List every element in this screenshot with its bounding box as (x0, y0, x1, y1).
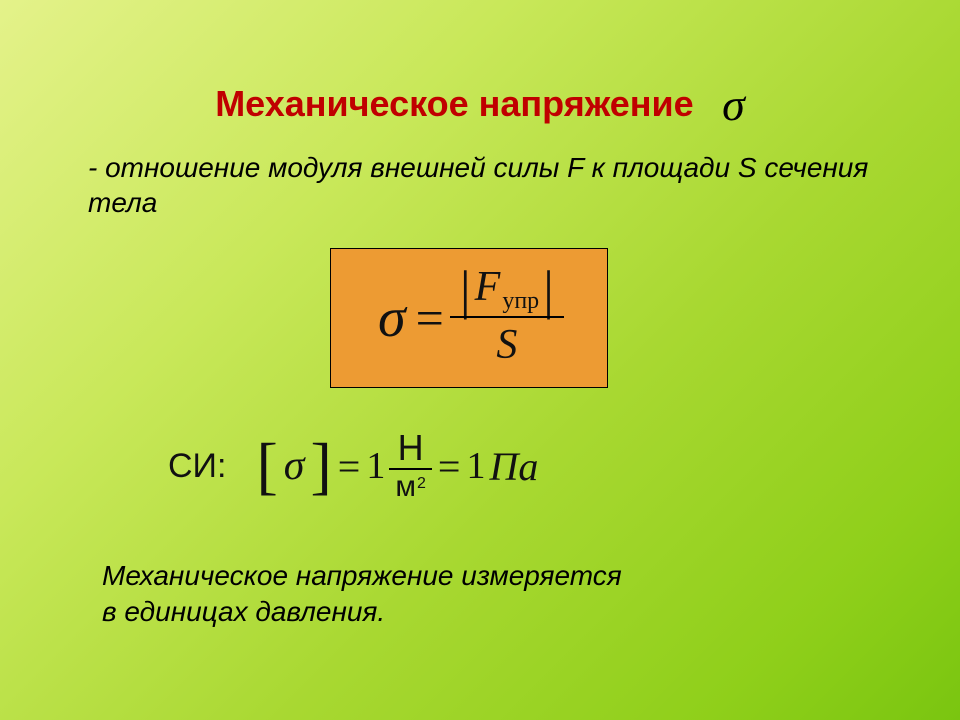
si-one-2: 1 (466, 444, 485, 488)
si-frac-denominator: м2 (389, 468, 432, 502)
slide: Механическое напряжение σ - отношение мо… (0, 0, 960, 720)
formula-numerator: | Fупр | (454, 266, 560, 317)
force-symbol: Fупр (475, 266, 540, 313)
title-row: Механическое напряжение σ (0, 78, 960, 131)
si-one-1: 1 (366, 444, 385, 488)
note-line-1: Механическое напряжение измеряется (102, 560, 622, 591)
formula-lhs-sigma: σ (378, 286, 406, 350)
abs-bar-left: | (460, 266, 471, 315)
si-frac-numerator: Н (392, 430, 430, 468)
si-label: СИ: (168, 447, 226, 486)
force-letter: F (475, 264, 501, 310)
bracket-close: ] (310, 437, 331, 495)
si-fraction: Н м2 (389, 430, 432, 502)
page-title: Механическое напряжение (215, 83, 693, 125)
si-den-base: м (395, 470, 416, 503)
main-formula-box: σ = | Fупр | S (330, 248, 608, 388)
formula-denominator: S (450, 316, 564, 370)
note-line-2: в единицах давления. (102, 596, 385, 627)
force-subscript: упр (502, 288, 539, 314)
formula-fraction: | Fупр | S (454, 266, 560, 371)
si-expression: [ σ ] = 1 Н м2 = 1 Па (256, 430, 538, 502)
si-pascal: Па (489, 443, 538, 490)
sigma-icon: σ (722, 78, 745, 131)
abs-bar-right: | (543, 266, 554, 315)
definition-text: - отношение модуля внешней силы F к площ… (88, 150, 890, 220)
si-sigma: σ (284, 442, 305, 490)
formula-equals: = (416, 289, 444, 347)
note-text: Механическое напряжение измеряется в еди… (102, 558, 622, 631)
main-formula: σ = | Fупр | S (378, 266, 560, 371)
si-equals-1: = (338, 443, 361, 490)
bracket-open: [ (256, 437, 277, 495)
si-den-exponent: 2 (417, 475, 426, 492)
si-equals-2: = (438, 443, 461, 490)
si-units-row: СИ: [ σ ] = 1 Н м2 = 1 Па (168, 430, 538, 502)
